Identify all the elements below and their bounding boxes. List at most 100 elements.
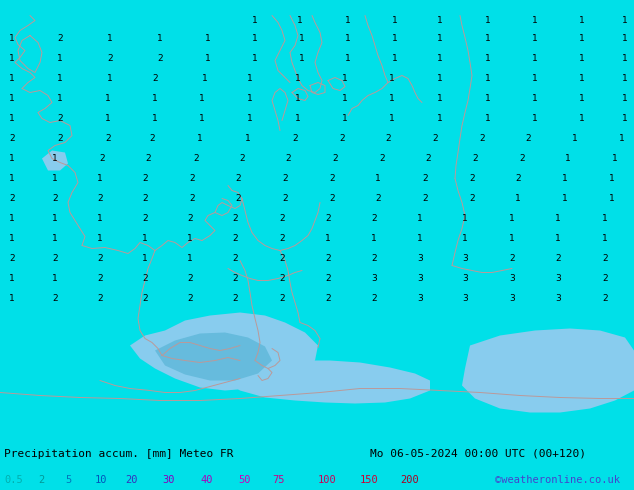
Text: 1: 1: [105, 114, 111, 123]
Text: 1: 1: [437, 114, 443, 123]
Text: 2: 2: [292, 134, 298, 143]
Text: 1: 1: [462, 234, 468, 243]
Text: 2: 2: [97, 294, 103, 303]
Text: 1: 1: [252, 34, 258, 43]
Text: 2: 2: [52, 294, 58, 303]
Text: 2: 2: [525, 134, 531, 143]
Text: 1: 1: [247, 94, 253, 103]
Text: 1: 1: [619, 134, 625, 143]
Text: 2: 2: [329, 194, 335, 203]
Text: 3: 3: [555, 274, 561, 283]
Text: 1: 1: [609, 174, 615, 183]
Text: 1: 1: [579, 16, 585, 25]
Text: 2: 2: [57, 34, 63, 43]
Text: 3: 3: [509, 274, 515, 283]
Text: 2: 2: [38, 475, 44, 485]
Text: 2: 2: [107, 54, 113, 63]
Text: 2: 2: [325, 274, 331, 283]
Text: 2: 2: [472, 154, 478, 163]
Text: 1: 1: [562, 194, 568, 203]
Text: 1: 1: [247, 74, 253, 83]
Text: 1: 1: [509, 234, 515, 243]
Text: 10: 10: [95, 475, 108, 485]
Text: 20: 20: [125, 475, 138, 485]
Text: 1: 1: [437, 94, 443, 103]
Text: 1: 1: [375, 174, 381, 183]
Text: 1: 1: [97, 174, 103, 183]
Text: 1: 1: [562, 174, 568, 183]
Text: 2: 2: [142, 274, 148, 283]
Text: 2: 2: [279, 254, 285, 263]
Text: 1: 1: [57, 74, 63, 83]
Text: 1: 1: [142, 254, 148, 263]
Text: 1: 1: [417, 234, 423, 243]
Text: 1: 1: [97, 234, 103, 243]
Text: 1: 1: [579, 54, 585, 63]
Text: 1: 1: [612, 154, 618, 163]
Text: 2: 2: [279, 274, 285, 283]
Text: 1: 1: [572, 134, 578, 143]
Text: 1: 1: [462, 214, 468, 223]
Text: 1: 1: [97, 214, 103, 223]
Text: 2: 2: [379, 154, 385, 163]
Text: 1: 1: [532, 74, 538, 83]
Text: 1: 1: [392, 16, 398, 25]
Text: 2: 2: [232, 234, 238, 243]
Text: 1: 1: [9, 34, 15, 43]
Text: 3: 3: [417, 274, 423, 283]
Text: 1: 1: [57, 54, 63, 63]
Text: 2: 2: [235, 194, 241, 203]
Text: 1: 1: [622, 114, 628, 123]
Text: 1: 1: [485, 74, 491, 83]
Text: 1: 1: [609, 194, 615, 203]
Text: 2: 2: [232, 294, 238, 303]
Text: 1: 1: [371, 234, 377, 243]
Text: 1: 1: [152, 114, 158, 123]
Polygon shape: [155, 333, 272, 381]
Text: 1: 1: [52, 174, 58, 183]
Text: 1: 1: [417, 214, 423, 223]
Text: 2: 2: [187, 214, 193, 223]
Text: 2: 2: [189, 174, 195, 183]
Text: 2: 2: [279, 294, 285, 303]
Text: 1: 1: [622, 94, 628, 103]
Text: 2: 2: [232, 254, 238, 263]
Text: 2: 2: [152, 74, 158, 83]
Text: 1: 1: [197, 134, 203, 143]
Text: 2: 2: [325, 254, 331, 263]
Text: 3: 3: [417, 294, 423, 303]
Text: 2: 2: [187, 274, 193, 283]
Text: 1: 1: [252, 16, 258, 25]
Text: 1: 1: [105, 94, 111, 103]
Text: 2: 2: [509, 254, 515, 263]
Text: 2: 2: [469, 194, 475, 203]
Text: 2: 2: [325, 214, 331, 223]
Text: 1: 1: [485, 114, 491, 123]
Text: 1: 1: [555, 214, 561, 223]
Text: 1: 1: [52, 154, 58, 163]
Text: 3: 3: [417, 254, 423, 263]
Text: 1: 1: [52, 214, 58, 223]
Text: 200: 200: [400, 475, 418, 485]
Text: 1: 1: [107, 34, 113, 43]
Text: 1: 1: [602, 214, 608, 223]
Text: Precipitation accum. [mm] Meteo FR: Precipitation accum. [mm] Meteo FR: [4, 449, 233, 459]
Text: 2: 2: [371, 214, 377, 223]
Text: 1: 1: [142, 234, 148, 243]
Text: 2: 2: [279, 214, 285, 223]
Text: 1: 1: [9, 154, 15, 163]
Text: 1: 1: [252, 54, 258, 63]
Text: 150: 150: [360, 475, 378, 485]
Text: 30: 30: [162, 475, 174, 485]
Polygon shape: [42, 150, 68, 171]
Text: 1: 1: [9, 54, 15, 63]
Text: 2: 2: [142, 294, 148, 303]
Text: 1: 1: [9, 94, 15, 103]
Text: 2: 2: [602, 254, 608, 263]
Text: 2: 2: [145, 154, 151, 163]
Text: 2: 2: [371, 254, 377, 263]
Text: 2: 2: [52, 254, 58, 263]
Text: 1: 1: [9, 174, 15, 183]
Text: 2: 2: [332, 154, 338, 163]
Text: 1: 1: [57, 94, 63, 103]
